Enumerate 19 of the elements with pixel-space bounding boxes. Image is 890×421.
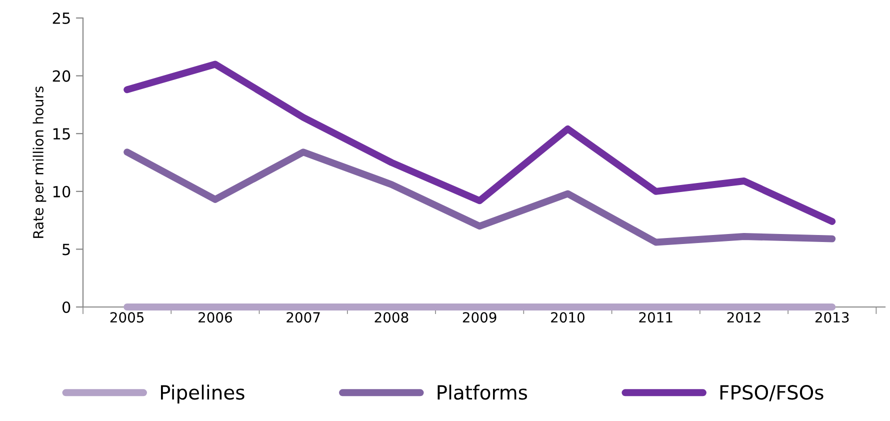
y-tick-label: 5 [62, 244, 70, 256]
legend-label: Pipelines [160, 384, 244, 404]
y-tick-label: 0 [62, 301, 70, 314]
legend-label: Platforms [438, 384, 528, 400]
x-tick-label: 2011 [639, 312, 672, 323]
y-tick-label: 20 [52, 70, 70, 82]
y-tick-label: 25 [52, 12, 70, 24]
x-tick-label: 2012 [727, 312, 760, 323]
x-tick-label: 2010 [551, 312, 584, 323]
x-tick-label: 2005 [110, 312, 144, 323]
x-tick-label: 2009 [462, 312, 496, 323]
x-tick-label: 2006 [198, 312, 232, 323]
legend-label: FPSO/FSOs [720, 385, 824, 402]
y-axis-title: Rate per million hours [32, 86, 46, 238]
y-tick-label: 10 [53, 186, 70, 198]
x-tick-label: 2013 [815, 312, 849, 323]
y-tick-label: 15 [53, 128, 70, 140]
x-tick-label: 2008 [374, 312, 408, 323]
x-tick-label: 2007 [286, 312, 320, 323]
